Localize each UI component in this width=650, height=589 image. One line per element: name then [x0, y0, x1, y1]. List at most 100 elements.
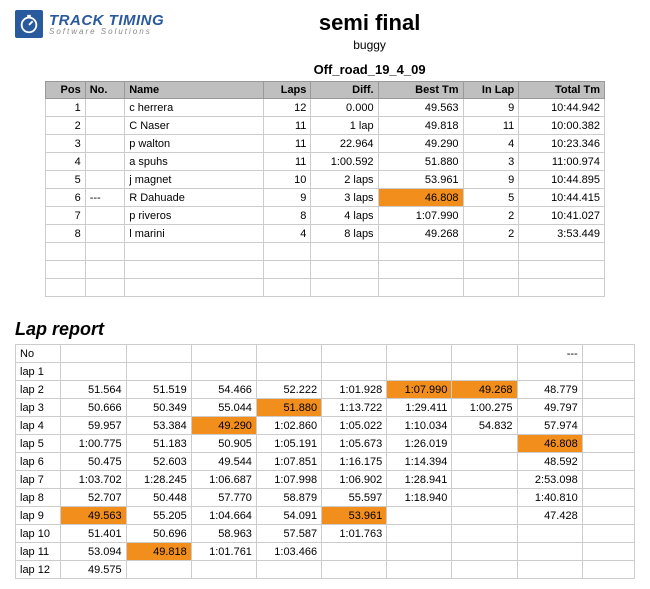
results-row: 1c herrera120.00049.563910:44.942 [46, 99, 605, 117]
results-col-pos: Pos [46, 82, 86, 99]
results-col-no: No. [85, 82, 124, 99]
lap-cell: 51.564 [61, 381, 126, 399]
lap-cell: 50.448 [126, 489, 191, 507]
lap-row: lap 350.66650.34955.04451.8801:13.7221:2… [16, 399, 635, 417]
lap-report-table: No--- lap 1lap 251.56451.51954.46652.222… [15, 344, 635, 579]
cell: 2 [46, 117, 86, 135]
results-col-laps: Laps [263, 82, 310, 99]
lap-row: lap 459.95753.38449.2901:02.8601:05.0221… [16, 417, 635, 435]
cell: 11 [263, 153, 310, 171]
lap-cell: 1:13.722 [322, 399, 387, 417]
lap-cell [582, 507, 634, 525]
lap-label: lap 9 [16, 507, 61, 525]
lap-cell [517, 561, 582, 579]
lap-label: lap 7 [16, 471, 61, 489]
lap-row: lap 650.47552.60349.5441:07.8511:16.1751… [16, 453, 635, 471]
lap-col-header [322, 345, 387, 363]
lap-cell: 49.290 [191, 417, 256, 435]
cell: 46.808 [378, 189, 463, 207]
lap-cell [582, 471, 634, 489]
cell: 4 [263, 225, 310, 243]
lap-col-header: No [16, 345, 61, 363]
results-row-blank [46, 279, 605, 297]
lap-cell: 1:18.940 [387, 489, 452, 507]
cell: 2 [463, 207, 519, 225]
lap-cell: 58.879 [256, 489, 321, 507]
page-title: semi final [104, 10, 635, 36]
cell: 3 [46, 135, 86, 153]
lap-cell [387, 507, 452, 525]
lap-cell [452, 561, 517, 579]
cell: R Dahuade [125, 189, 264, 207]
lap-row: lap 852.70750.44857.77058.87955.5971:18.… [16, 489, 635, 507]
lap-cell [582, 363, 634, 381]
lap-cell [322, 363, 387, 381]
cell: 1 [46, 99, 86, 117]
cell: 53.961 [378, 171, 463, 189]
cell: j magnet [125, 171, 264, 189]
lap-cell: 1:05.022 [322, 417, 387, 435]
lap-cell: 1:06.902 [322, 471, 387, 489]
lap-cell [582, 561, 634, 579]
cell: c herrera [125, 99, 264, 117]
cell: l marini [125, 225, 264, 243]
lap-cell: 2:53.098 [517, 471, 582, 489]
lap-cell: 1:07.851 [256, 453, 321, 471]
lap-cell: 47.428 [517, 507, 582, 525]
lap-cell: 49.563 [61, 507, 126, 525]
lap-cell: 1:07.998 [256, 471, 321, 489]
cell: 12 [263, 99, 310, 117]
results-row: 6---R Dahuade93 laps46.808510:44.415 [46, 189, 605, 207]
cell: 4 [46, 153, 86, 171]
lap-cell: 1:07.990 [387, 381, 452, 399]
lap-col-header [582, 345, 634, 363]
stopwatch-icon [15, 10, 43, 38]
cell [85, 207, 124, 225]
results-row-blank [46, 243, 605, 261]
lap-cell: 1:29.411 [387, 399, 452, 417]
cell [85, 171, 124, 189]
lap-cell [61, 363, 126, 381]
lap-cell: 53.384 [126, 417, 191, 435]
cell: 10:23.346 [519, 135, 605, 153]
cell: 8 [46, 225, 86, 243]
lap-col-header: --- [517, 345, 582, 363]
lap-cell: 55.044 [191, 399, 256, 417]
lap-col-header [61, 345, 126, 363]
lap-cell [256, 561, 321, 579]
lap-row: lap 949.56355.2051:04.66454.09153.96147.… [16, 507, 635, 525]
subtitle-event: Off_road_19_4_09 [104, 62, 635, 77]
lap-cell: 54.091 [256, 507, 321, 525]
lap-row: lap 251.56451.51954.46652.2221:01.9281:0… [16, 381, 635, 399]
lap-cell: 1:02.860 [256, 417, 321, 435]
lap-cell: 52.707 [61, 489, 126, 507]
lap-label: lap 6 [16, 453, 61, 471]
cell: a spuhs [125, 153, 264, 171]
lap-cell: 49.268 [452, 381, 517, 399]
cell: 1 lap [311, 117, 378, 135]
lap-col-header [256, 345, 321, 363]
lap-cell [322, 561, 387, 579]
lap-cell: 52.222 [256, 381, 321, 399]
cell: 9 [463, 171, 519, 189]
lap-cell: 55.205 [126, 507, 191, 525]
lap-cell: 50.475 [61, 453, 126, 471]
cell [85, 135, 124, 153]
lap-label: lap 12 [16, 561, 61, 579]
cell [85, 153, 124, 171]
cell: 49.268 [378, 225, 463, 243]
lap-cell: 51.401 [61, 525, 126, 543]
cell: 11 [463, 117, 519, 135]
lap-label: lap 3 [16, 399, 61, 417]
title-block: semi final buggy Off_road_19_4_09 [104, 10, 635, 77]
lap-cell [191, 363, 256, 381]
lap-cell [582, 417, 634, 435]
cell [85, 117, 124, 135]
lap-label: lap 5 [16, 435, 61, 453]
lap-cell: 59.957 [61, 417, 126, 435]
lap-cell: 1:03.702 [61, 471, 126, 489]
cell: 10:44.942 [519, 99, 605, 117]
lap-cell: 1:01.763 [322, 525, 387, 543]
lap-cell: 57.770 [191, 489, 256, 507]
results-row: 2C Naser111 lap49.8181110:00.382 [46, 117, 605, 135]
